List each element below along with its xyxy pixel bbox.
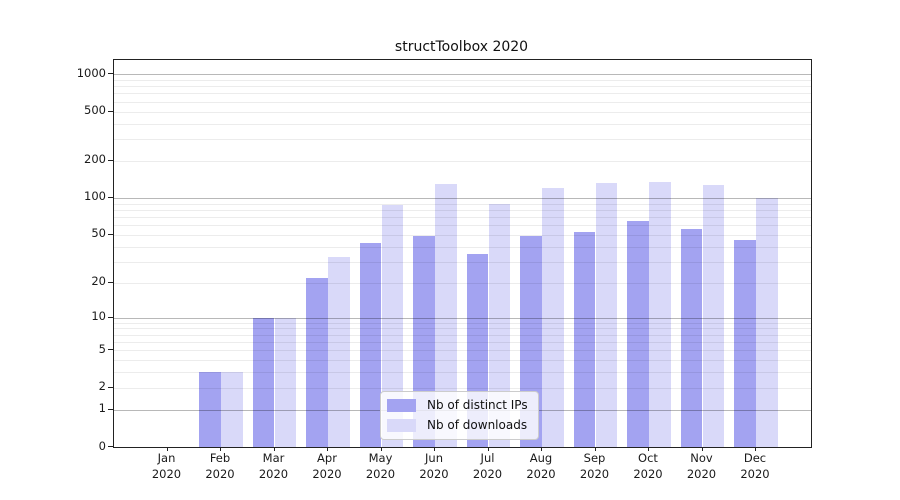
legend-row-downloads: Nb of downloads (387, 418, 528, 432)
y-tick-label-20: 20 (91, 274, 106, 289)
y-tick-label-1: 1 (98, 401, 106, 416)
x-tick-mark-apr (327, 447, 329, 451)
y-tick-label-0: 0 (98, 438, 106, 453)
bar-distinct-ips-apr (306, 277, 328, 447)
gridline-minor-800 (114, 86, 811, 88)
legend-label-distinct-ips: Nb of distinct IPs (427, 398, 528, 412)
bar-distinct-ips-sep (573, 231, 596, 447)
x-tick-mark-nov (701, 447, 703, 451)
bar-downloads-aug (542, 188, 564, 447)
y-tick-mark-20 (108, 281, 113, 283)
y-tick-mark-1 (108, 408, 113, 410)
x-tick-label-apr: Apr 2020 (312, 451, 342, 481)
legend: Nb of distinct IPs Nb of downloads (380, 391, 539, 440)
legend-row-distinct-ips: Nb of distinct IPs (387, 398, 528, 412)
x-tick-mark-jan (166, 447, 168, 451)
bar-distinct-ips-nov (680, 228, 703, 447)
gridline-minor-300 (114, 139, 811, 140)
chart-title: structToolbox 2020 (394, 39, 529, 55)
x-tick-label-jun: Jun 2020 (419, 451, 449, 481)
gridline-minor-900 (114, 79, 811, 81)
x-tick-mark-mar (273, 447, 275, 451)
x-tick-label-oct: Oct 2020 (633, 451, 663, 481)
x-tick-label-feb: Feb 2020 (205, 451, 235, 481)
bar-downloads-mar (274, 317, 297, 447)
bar-downloads-may (381, 205, 404, 447)
gridline-minor-200 (114, 160, 811, 162)
bar-distinct-ips-feb (199, 372, 221, 447)
x-tick-label-sep: Sep 2020 (579, 451, 610, 481)
x-tick-label-aug: Aug 2020 (526, 451, 556, 481)
gridline-major-1000 (114, 74, 811, 76)
x-tick-mark-dec (755, 447, 757, 451)
bar-downloads-jul (488, 203, 511, 447)
x-tick-mark-jun (434, 447, 436, 451)
y-tick-label-100: 100 (84, 189, 106, 204)
x-tick-mark-sep (594, 447, 596, 451)
y-tick-mark-10 (108, 316, 113, 318)
x-tick-label-jan: Jan 2020 (151, 451, 182, 481)
bar-downloads-sep (595, 182, 618, 447)
x-tick-label-nov: Nov 2020 (686, 451, 717, 481)
legend-label-downloads: Nb of downloads (427, 418, 528, 432)
y-tick-label-50: 50 (91, 226, 106, 241)
x-tick-mark-aug (541, 447, 543, 451)
gridline-minor-600 (114, 101, 811, 103)
bar-downloads-oct (649, 181, 671, 447)
bar-distinct-ips-mar (252, 317, 275, 447)
legend-swatch-distinct-ips (387, 398, 416, 412)
y-tick-label-1000: 1000 (76, 65, 106, 80)
bar-downloads-feb (221, 372, 243, 447)
y-tick-mark-0 (108, 446, 113, 448)
bar-downloads-nov (702, 185, 725, 447)
x-tick-label-may: May 2020 (365, 451, 396, 481)
bar-distinct-ips-dec (734, 240, 756, 447)
bar-distinct-ips-oct (627, 220, 649, 447)
y-tick-label-10: 10 (91, 309, 106, 324)
y-tick-mark-1000 (108, 73, 113, 75)
gridline-minor-500 (114, 111, 811, 113)
y-tick-label-500: 500 (84, 103, 106, 117)
gridline-minor-400 (114, 123, 811, 125)
x-tick-mark-may (380, 447, 382, 451)
gridline-minor-700 (114, 93, 811, 95)
x-tick-label-dec: Dec 2020 (740, 451, 770, 481)
bar-downloads-apr (328, 256, 350, 447)
y-tick-label-2: 2 (98, 379, 106, 394)
x-tick-label-jul: Jul 2020 (472, 451, 503, 481)
y-tick-label-200: 200 (84, 152, 106, 167)
y-tick-mark-200 (108, 159, 113, 161)
bar-downloads-jun (435, 183, 457, 447)
plot-area (113, 59, 812, 448)
bar-downloads-dec (756, 197, 778, 447)
x-tick-label-mar: Mar 2020 (258, 451, 289, 481)
y-tick-mark-50 (108, 233, 113, 235)
y-tick-mark-500 (108, 110, 113, 112)
legend-swatch-downloads (387, 418, 416, 432)
y-tick-label-5: 5 (98, 341, 106, 356)
y-tick-mark-100 (108, 196, 113, 199)
x-tick-mark-jul (487, 447, 489, 451)
y-tick-mark-5 (108, 349, 113, 351)
x-tick-mark-feb (220, 447, 222, 451)
bar-distinct-ips-may (359, 242, 382, 447)
x-tick-mark-oct (648, 447, 650, 451)
y-tick-mark-2 (108, 386, 113, 388)
